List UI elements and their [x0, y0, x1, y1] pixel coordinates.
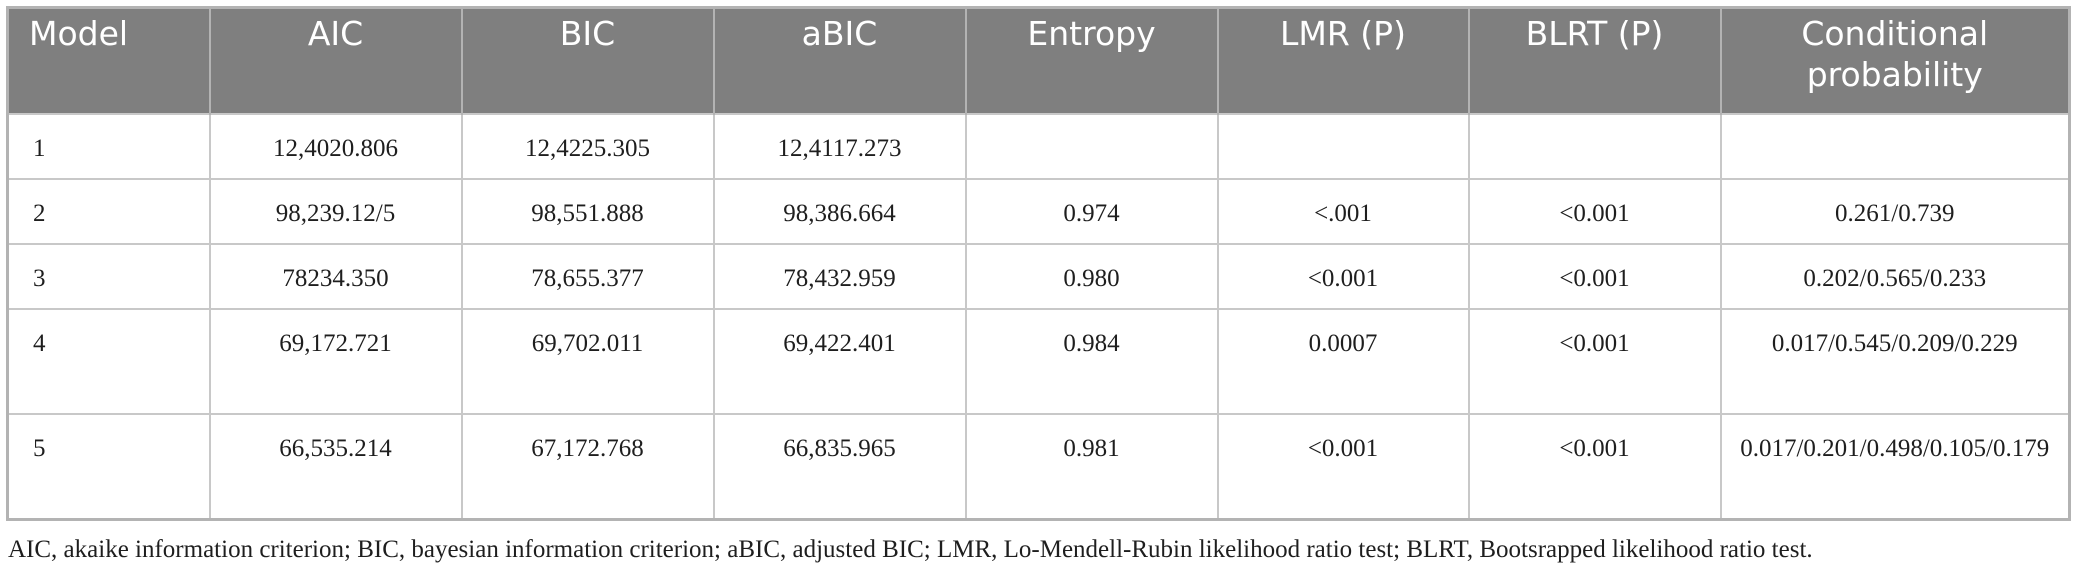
cell-model: 3 [6, 243, 211, 310]
header-row: Model AIC BIC aBIC Entropy LMR (P) BLRT … [6, 7, 2071, 114]
header-blrt: BLRT (P) [1467, 7, 1722, 114]
cell-model: 2 [6, 178, 211, 245]
cell-model: 1 [6, 113, 211, 180]
cell-abic: 12,4117.273 [712, 113, 967, 180]
table-row: 3 78234.350 78,655.377 78,432.959 0.980 … [6, 243, 2071, 310]
header-abic: aBIC [712, 7, 967, 114]
cell-lmr [1216, 113, 1470, 180]
cell-aic: 98,239.12/5 [208, 178, 463, 245]
cell-bic: 69,702.011 [460, 308, 715, 415]
cell-bic: 78,655.377 [460, 243, 715, 310]
cell-abic: 66,835.965 [712, 413, 967, 521]
cell-conditional-probability: 0.261/0.739 [1719, 178, 2071, 245]
header-aic: AIC [208, 7, 463, 114]
table-row: 5 66,535.214 67,172.768 66,835.965 0.981… [6, 413, 2071, 521]
cell-blrt: <0.001 [1467, 243, 1722, 310]
cell-conditional-probability: 0.017/0.545/0.209/0.229 [1719, 308, 2071, 415]
cell-model: 4 [6, 308, 211, 415]
cell-entropy: 0.984 [964, 308, 1219, 415]
table-row: 4 69,172.721 69,702.011 69,422.401 0.984… [6, 308, 2071, 415]
cell-aic: 78234.350 [208, 243, 463, 310]
cell-entropy [964, 113, 1219, 180]
cell-lmr: <0.001 [1216, 413, 1470, 521]
cell-bic: 12,4225.305 [460, 113, 715, 180]
model-fit-table: Model AIC BIC aBIC Entropy LMR (P) BLRT … [6, 6, 2071, 521]
header-bic: BIC [460, 7, 715, 114]
cell-abic: 78,432.959 [712, 243, 967, 310]
cell-entropy: 0.981 [964, 413, 1219, 521]
cell-aic: 66,535.214 [208, 413, 463, 521]
cell-conditional-probability: 0.202/0.565/0.233 [1719, 243, 2071, 310]
cell-lmr: <.001 [1216, 178, 1470, 245]
cell-lmr: <0.001 [1216, 243, 1470, 310]
cell-aic: 12,4020.806 [208, 113, 463, 180]
table-container: Model AIC BIC aBIC Entropy LMR (P) BLRT … [6, 6, 2071, 564]
cell-bic: 98,551.888 [460, 178, 715, 245]
table-footnote: AIC, akaike information criterion; BIC, … [8, 536, 1813, 563]
table-row: 2 98,239.12/5 98,551.888 98,386.664 0.97… [6, 178, 2071, 245]
cell-blrt: <0.001 [1467, 413, 1722, 521]
cell-entropy: 0.980 [964, 243, 1219, 310]
cell-lmr: 0.0007 [1216, 308, 1470, 415]
cell-abic: 69,422.401 [712, 308, 967, 415]
cell-blrt [1467, 113, 1722, 180]
cell-bic: 67,172.768 [460, 413, 715, 521]
table-row: 1 12,4020.806 12,4225.305 12,4117.273 [6, 113, 2071, 180]
cell-aic: 69,172.721 [208, 308, 463, 415]
cell-conditional-probability [1719, 113, 2071, 180]
cell-blrt: <0.001 [1467, 308, 1722, 415]
cell-abic: 98,386.664 [712, 178, 967, 245]
cell-model: 5 [6, 413, 211, 521]
cell-entropy: 0.974 [964, 178, 1219, 245]
cell-blrt: <0.001 [1467, 178, 1722, 245]
header-lmr: LMR (P) [1216, 7, 1470, 114]
header-entropy: Entropy [964, 7, 1219, 114]
header-model: Model [6, 7, 211, 114]
header-conditional-probability: Conditional probability [1719, 7, 2071, 114]
cell-conditional-probability: 0.017/0.201/0.498/0.105/0.179 [1719, 413, 2071, 521]
